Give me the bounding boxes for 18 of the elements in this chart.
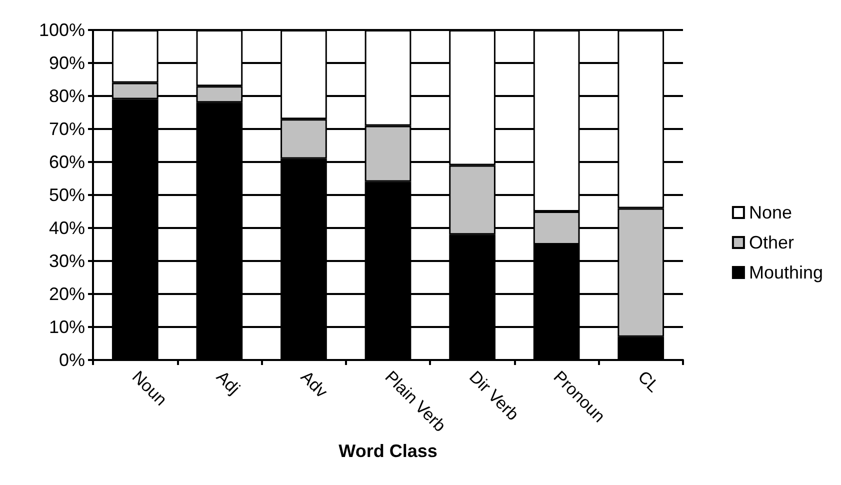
x-tick-label: Adv [296, 367, 332, 402]
x-tick-label: CL [634, 367, 663, 396]
y-tick-label: 50% [48, 185, 85, 205]
x-axis-title: Word Class [338, 440, 438, 461]
y-tick-label: 40% [48, 218, 85, 238]
y-tick-label: 90% [48, 53, 85, 73]
x-tick-label: Adj [212, 367, 244, 398]
y-tick-label: 10% [48, 317, 85, 337]
y-tick-label: 100% [38, 20, 85, 40]
y-tick-label: 70% [48, 119, 85, 139]
y-tick-label: 0% [58, 350, 85, 370]
y-tick-label: 80% [48, 86, 85, 106]
legend-label: Mouthing [748, 262, 824, 282]
y-tick-label: 60% [48, 152, 85, 172]
y-tick-label: 20% [48, 284, 85, 304]
legend-label: None [748, 202, 792, 222]
y-tick-label: 30% [48, 251, 85, 271]
legend-label: Other [748, 232, 794, 252]
